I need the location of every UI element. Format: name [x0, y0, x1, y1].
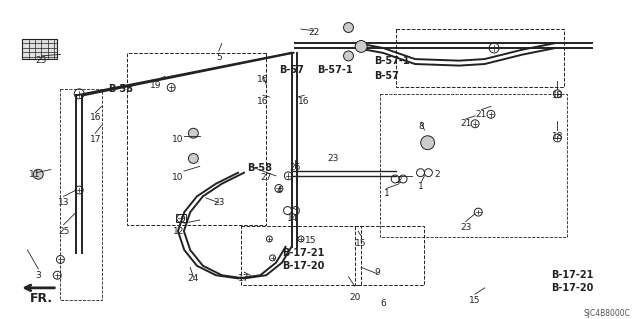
- Text: B-57: B-57: [279, 65, 304, 75]
- Bar: [355, 226, 424, 285]
- Text: 20: 20: [349, 293, 360, 302]
- Text: 26: 26: [289, 163, 300, 173]
- Text: 23: 23: [213, 198, 225, 207]
- Text: 2: 2: [396, 176, 402, 185]
- Circle shape: [420, 136, 435, 150]
- Text: 18: 18: [552, 91, 563, 100]
- Text: B-17-21: B-17-21: [282, 248, 324, 258]
- Text: 1: 1: [383, 189, 389, 198]
- Bar: [60, 89, 102, 300]
- Text: 18: 18: [552, 132, 563, 141]
- Text: 6: 6: [380, 299, 386, 308]
- Text: B-17-20: B-17-20: [551, 283, 593, 293]
- Bar: [241, 226, 361, 285]
- Circle shape: [33, 169, 44, 179]
- Circle shape: [344, 23, 353, 33]
- Text: 8: 8: [419, 122, 424, 131]
- Text: 16: 16: [257, 97, 269, 106]
- Text: 14: 14: [287, 214, 298, 223]
- Text: 24: 24: [188, 274, 199, 283]
- Text: B-17-21: B-17-21: [551, 270, 593, 280]
- Text: 12: 12: [173, 226, 184, 235]
- Text: 21: 21: [476, 110, 487, 119]
- Text: 17: 17: [238, 274, 250, 283]
- Text: 16: 16: [90, 113, 101, 122]
- Circle shape: [355, 41, 367, 52]
- Text: B-57-1: B-57-1: [374, 56, 410, 66]
- Text: 25: 25: [58, 226, 69, 235]
- Text: 22: 22: [308, 28, 319, 37]
- Text: 3: 3: [35, 271, 41, 280]
- Text: FR.: FR.: [30, 293, 53, 305]
- Bar: [22, 39, 57, 59]
- Text: 23: 23: [36, 56, 47, 65]
- Bar: [176, 214, 186, 222]
- Text: SJC4B8000C: SJC4B8000C: [583, 308, 630, 318]
- Text: B-57-1: B-57-1: [317, 65, 353, 75]
- Text: 5: 5: [216, 53, 221, 62]
- Text: B-57: B-57: [374, 71, 399, 81]
- Circle shape: [344, 51, 353, 61]
- Text: 1: 1: [419, 182, 424, 191]
- Text: B-17-20: B-17-20: [282, 261, 324, 271]
- Text: 11: 11: [29, 170, 41, 179]
- Circle shape: [188, 153, 198, 163]
- Text: 23: 23: [460, 223, 471, 233]
- Text: 21: 21: [460, 119, 471, 128]
- Circle shape: [188, 128, 198, 138]
- Text: 16: 16: [257, 75, 269, 84]
- Text: 16: 16: [298, 97, 310, 106]
- Text: B-58: B-58: [108, 84, 133, 94]
- Bar: [380, 94, 567, 237]
- Text: 9: 9: [374, 268, 380, 277]
- Text: 17: 17: [90, 135, 101, 144]
- Text: 10: 10: [172, 173, 184, 182]
- Text: 10: 10: [172, 135, 184, 144]
- Text: 15: 15: [355, 239, 367, 248]
- Text: 23: 23: [327, 154, 339, 163]
- Text: 15: 15: [469, 296, 481, 305]
- Bar: [127, 53, 266, 225]
- Text: B-58: B-58: [247, 163, 272, 173]
- Text: 4: 4: [276, 186, 282, 195]
- Text: 15: 15: [305, 236, 316, 245]
- Text: 2: 2: [435, 170, 440, 179]
- Bar: [396, 29, 564, 87]
- Text: 27: 27: [260, 173, 272, 182]
- Text: 13: 13: [58, 198, 69, 207]
- Text: 19: 19: [150, 81, 161, 90]
